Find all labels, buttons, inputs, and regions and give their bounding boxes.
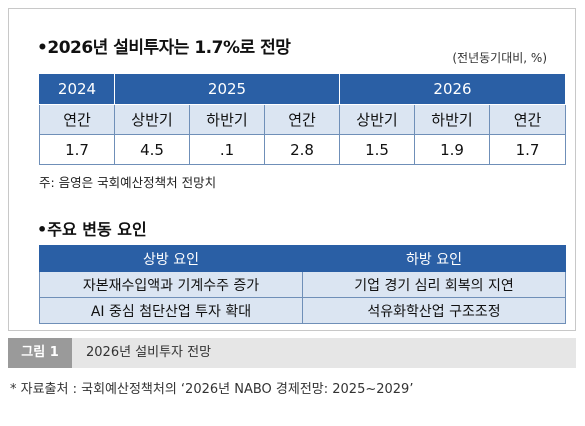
period-cell: 상반기 — [114, 104, 190, 135]
figure-label: 그림 1 — [8, 338, 72, 368]
value-cell: 2.8 — [264, 134, 340, 165]
period-cell: 상반기 — [339, 104, 415, 135]
downside-factor: 기업 경기 심리 회복의 지연 — [302, 271, 566, 298]
downside-factor: 석유화학산업 구조조정 — [302, 297, 566, 324]
year-header-row: 2024 2025 2026 — [39, 73, 566, 105]
value-cell: .1 — [189, 134, 265, 165]
factors-header-row: 상방 요인 하방 요인 — [39, 245, 566, 272]
upside-header: 상방 요인 — [39, 245, 303, 272]
period-cell: 하반기 — [414, 104, 490, 135]
period-cell: 연간 — [489, 104, 566, 135]
factors-row: 자본재수입액과 기계수주 증가 기업 경기 심리 회복의 지연 — [39, 271, 566, 298]
figure-panel: •2026년 설비투자는 1.7%로 전망 (전년동기대비, %) 2024 2… — [8, 8, 576, 331]
shading-note: 주: 음영은 국회예산정책처 전망치 — [39, 175, 217, 190]
factors-table: 상방 요인 하방 요인 자본재수입액과 기계수주 증가 기업 경기 심리 회복의… — [39, 245, 566, 324]
unit-label: (전년동기대비, %) — [452, 51, 547, 65]
downside-header: 하방 요인 — [302, 245, 566, 272]
factors-row: AI 중심 첨단산업 투자 확대 석유화학산업 구조조정 — [39, 297, 566, 324]
value-row: 1.7 4.5 .1 2.8 1.5 1.9 1.7 — [39, 134, 566, 165]
figure-caption-bar: 그림 1 2026년 설비투자 전망 — [8, 338, 576, 368]
value-cell: 1.5 — [339, 134, 415, 165]
upside-factor: 자본재수입액과 기계수주 증가 — [39, 271, 303, 298]
value-cell: 1.7 — [39, 134, 115, 165]
year-2024: 2024 — [39, 73, 115, 105]
value-cell: 1.7 — [489, 134, 566, 165]
forecast-table: 2024 2025 2026 연간 상반기 하반기 연간 상반기 하반기 연간 … — [39, 73, 566, 165]
value-cell: 4.5 — [114, 134, 190, 165]
year-2026: 2026 — [339, 73, 566, 105]
period-cell: 연간 — [39, 104, 115, 135]
source-note: * 자료출처 : 국회예산정책처의 ‘2026년 NABO 경제전망: 2025… — [10, 382, 414, 397]
period-cell: 하반기 — [189, 104, 265, 135]
upside-factor: AI 중심 첨단산업 투자 확대 — [39, 297, 303, 324]
factors-title: •주요 변동 요인 — [37, 220, 147, 239]
value-cell: 1.9 — [414, 134, 490, 165]
figure-title: •2026년 설비투자는 1.7%로 전망 — [37, 38, 291, 58]
year-2025: 2025 — [114, 73, 340, 105]
figure-caption: 2026년 설비투자 전망 — [86, 345, 212, 360]
period-row: 연간 상반기 하반기 연간 상반기 하반기 연간 — [39, 104, 566, 135]
period-cell: 연간 — [264, 104, 340, 135]
